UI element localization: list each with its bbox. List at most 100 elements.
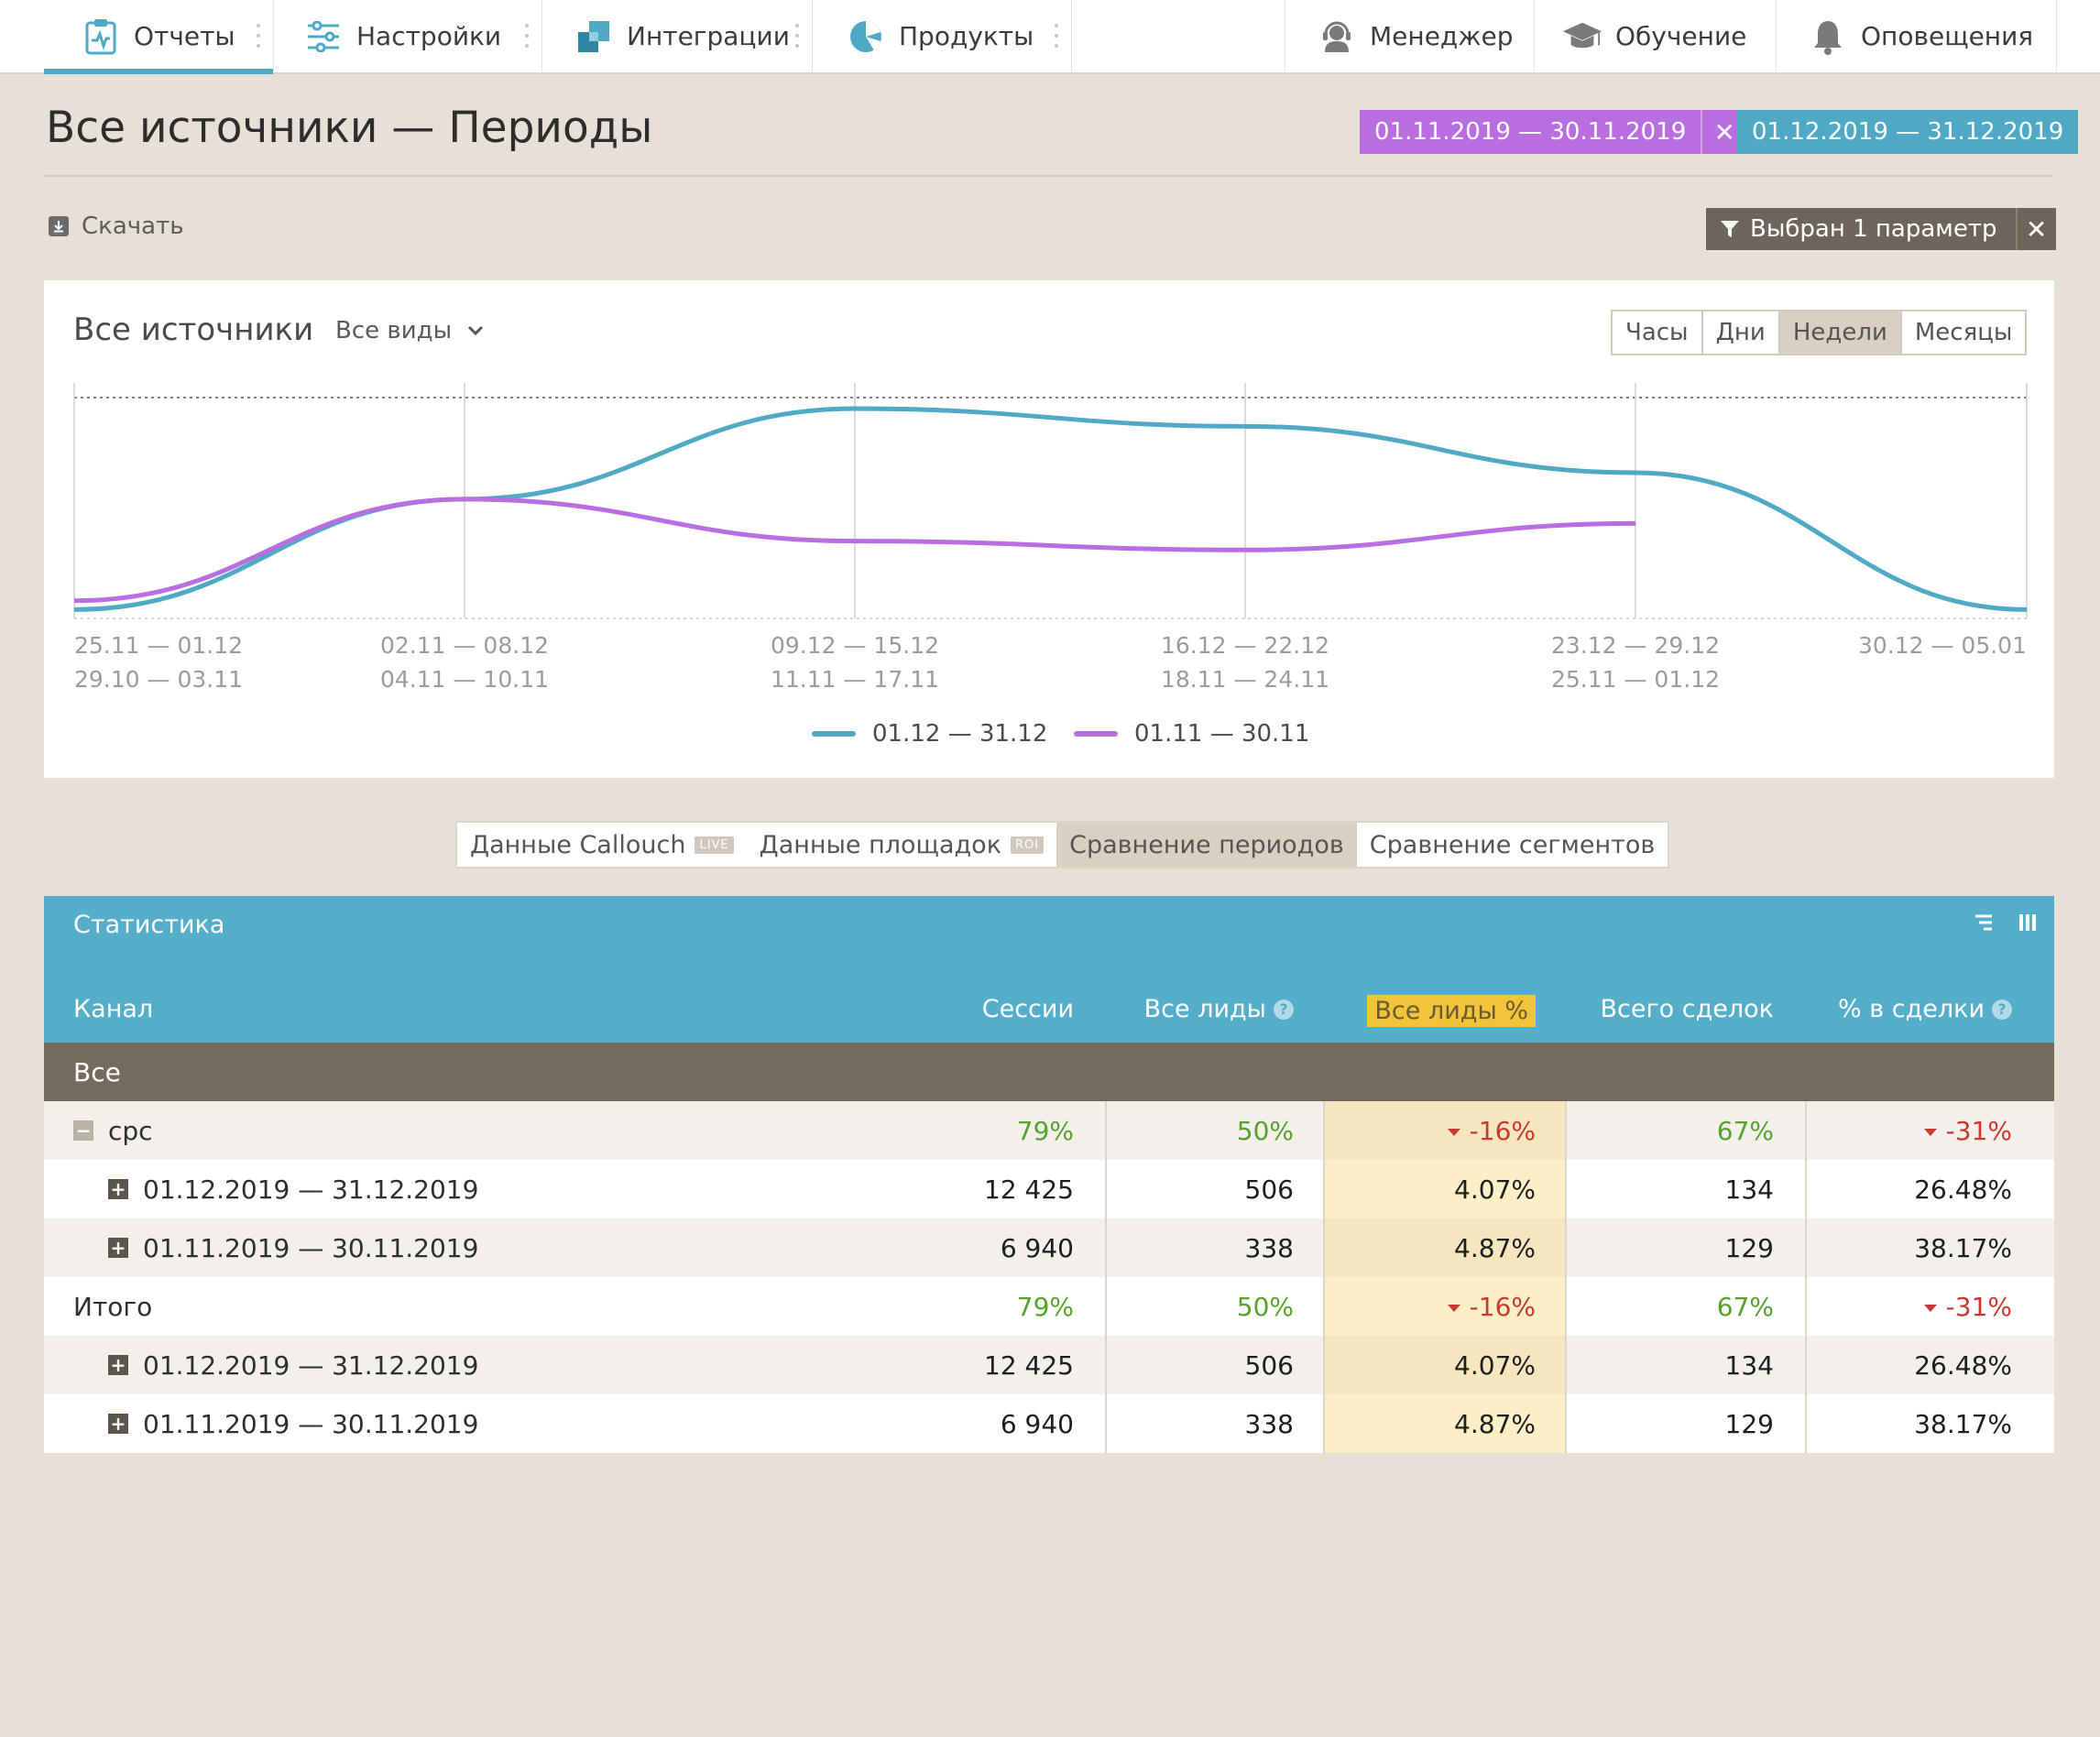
nav-manager[interactable]: Менеджер bbox=[1285, 0, 1534, 72]
nav-settings-more-icon[interactable] bbox=[525, 24, 529, 48]
cell-value: 4.07% bbox=[1454, 1349, 1536, 1381]
sort-icon[interactable] bbox=[1974, 912, 1994, 933]
help-icon[interactable]: ? bbox=[1992, 999, 2012, 1020]
table-group-row[interactable]: − cpc 79% 50% -16% 67% -31% bbox=[44, 1101, 2054, 1160]
granularity-months[interactable]: Месяцы bbox=[1901, 311, 2026, 354]
page-title: Все источники — Периоды bbox=[46, 103, 653, 153]
sessions-cell: 6 940 bbox=[1001, 1394, 1074, 1453]
nav-notifications[interactable]: Оповещения bbox=[1777, 0, 2056, 72]
row-background bbox=[44, 1101, 1323, 1160]
granularity-weeks[interactable]: Недели bbox=[1779, 311, 1902, 354]
deal-percent-cell: -31% bbox=[1924, 1277, 2012, 1336]
cell-value: 129 bbox=[1724, 1408, 1774, 1439]
help-icon[interactable]: ? bbox=[1274, 999, 1294, 1020]
tab-platform-data[interactable]: Данные площадок ROI bbox=[747, 823, 1056, 867]
x-axis-tick-label: 02.11 — 08.12 04.11 — 10.11 bbox=[355, 632, 574, 693]
cell-value: 506 bbox=[1244, 1349, 1294, 1381]
nav-divider bbox=[1534, 0, 1535, 73]
filter-icon bbox=[1721, 221, 1739, 237]
stats-title: Статистика bbox=[73, 911, 225, 939]
deal-percent-cell: 26.48% bbox=[1914, 1336, 2012, 1394]
cell-value: 4.87% bbox=[1454, 1232, 1536, 1263]
tab-segment-comparison[interactable]: Сравнение сегментов bbox=[1357, 823, 1668, 867]
period-badge-a[interactable]: 01.11.2019 — 30.11.2019 ✕ bbox=[1360, 110, 1747, 154]
collapse-icon[interactable]: − bbox=[73, 1120, 93, 1141]
expand-icon[interactable]: + bbox=[108, 1179, 128, 1199]
column-divider bbox=[1323, 1101, 1325, 1453]
nav-divider bbox=[2056, 0, 2057, 73]
sessions-cell: 12 425 bbox=[984, 1336, 1074, 1394]
highlighted-column-band bbox=[1323, 1101, 1565, 1453]
cell-value: 26.48% bbox=[1914, 1349, 2012, 1381]
channel-name: Все bbox=[73, 1056, 121, 1087]
nav-integrations[interactable]: Интеграции bbox=[542, 0, 812, 72]
table-total-row[interactable]: Все bbox=[44, 1043, 2054, 1101]
nav-divider bbox=[273, 0, 274, 73]
live-badge: LIVE bbox=[695, 836, 734, 854]
tab-label: Данные площадок bbox=[759, 830, 1001, 859]
channel-cell: − cpc bbox=[73, 1101, 153, 1160]
expand-icon[interactable]: + bbox=[108, 1355, 128, 1375]
cell-value: 67% bbox=[1716, 1115, 1774, 1146]
filter-badge[interactable]: Выбран 1 параметр ✕ bbox=[1706, 208, 2056, 250]
channel-name: 01.11.2019 — 30.11.2019 bbox=[143, 1232, 479, 1263]
expand-icon[interactable]: + bbox=[108, 1238, 128, 1258]
nav-products-more-icon[interactable] bbox=[1055, 24, 1058, 48]
leads-percent-cell: 4.87% bbox=[1454, 1394, 1536, 1453]
sessions-cell: 79% bbox=[1017, 1277, 1074, 1336]
legend-label: 01.11 — 30.11 bbox=[1134, 720, 1310, 748]
column-header-leads-percent[interactable]: Все лиды % bbox=[1367, 995, 1536, 1027]
x-axis-tick-label-current: 23.12 — 29.12 bbox=[1550, 632, 1721, 659]
column-header-sessions[interactable]: Сессии bbox=[981, 995, 1074, 1023]
nav-integrations-more-icon[interactable] bbox=[795, 24, 799, 48]
deal-percent-cell: -31% bbox=[1924, 1101, 2012, 1160]
table-row[interactable]: +01.11.2019 — 30.11.2019 6 940 338 4.87% 129… bbox=[44, 1394, 2054, 1453]
chevron-down-icon bbox=[468, 325, 484, 336]
tab-callouch-data[interactable]: Данные Callouch LIVE bbox=[457, 823, 747, 867]
legend-item-period-b[interactable]: 01.12 — 31.12 bbox=[812, 720, 1047, 748]
table-row[interactable]: +01.11.2019 — 30.11.2019 6 940 338 4.87% 129… bbox=[44, 1218, 2054, 1277]
channel-cell: +01.11.2019 — 30.11.2019 bbox=[108, 1218, 478, 1277]
row-background bbox=[1565, 1394, 2054, 1453]
nav-divider bbox=[1776, 0, 1777, 73]
line-chart bbox=[73, 383, 2028, 619]
granularity-days[interactable]: Дни bbox=[1702, 311, 1780, 354]
granularity-hours[interactable]: Часы bbox=[1613, 311, 1703, 354]
row-background bbox=[44, 1277, 1323, 1336]
leads-cell: 50% bbox=[1237, 1277, 1294, 1336]
nav-products-label: Продукты bbox=[899, 21, 1034, 51]
column-header-deal-percent[interactable]: % в сделки? bbox=[1838, 995, 2012, 1023]
nav-reports-more-icon[interactable] bbox=[257, 24, 260, 48]
column-divider bbox=[1805, 1101, 1807, 1453]
nav-reports[interactable]: Отчеты bbox=[44, 0, 273, 74]
column-header-deals[interactable]: Всего сделок bbox=[1600, 995, 1774, 1023]
x-axis-tick-label-previous: 11.11 — 17.11 bbox=[770, 666, 940, 693]
column-header-leads[interactable]: Все лиды? bbox=[1144, 995, 1294, 1023]
clear-filter-icon[interactable]: ✕ bbox=[2015, 208, 2056, 250]
nav-settings[interactable]: Настройки bbox=[274, 0, 541, 72]
nav-learning[interactable]: Обучение bbox=[1535, 0, 1776, 72]
remove-period-a-icon[interactable]: ✕ bbox=[1701, 110, 1746, 154]
download-button[interactable]: Скачать bbox=[49, 213, 184, 240]
legend-item-period-a[interactable]: 01.11 — 30.11 bbox=[1074, 720, 1309, 748]
expand-icon[interactable]: + bbox=[108, 1414, 128, 1434]
channel-name: 01.12.2019 — 31.12.2019 bbox=[143, 1174, 479, 1205]
table-row[interactable]: +01.12.2019 — 31.12.2019 12 425 506 4.07% 13… bbox=[44, 1160, 2054, 1218]
channel-name: 01.12.2019 — 31.12.2019 bbox=[143, 1349, 479, 1381]
column-header-channel[interactable]: Канал bbox=[73, 995, 154, 1023]
view-select[interactable]: Все виды bbox=[335, 317, 485, 344]
table-group-row[interactable]: Итого 79% 50% -16% 67% -31% bbox=[44, 1277, 2054, 1336]
column-divider bbox=[1565, 1101, 1567, 1453]
stats-header: Статистика Канал Сессии Все лиды? Все ли… bbox=[44, 896, 2054, 1043]
report-tabs: Данные Callouch LIVE Данные площадок ROI… bbox=[455, 821, 1670, 868]
deals-cell: 67% bbox=[1717, 1101, 1774, 1160]
pie-chart-icon bbox=[846, 16, 886, 57]
table-row[interactable]: +01.12.2019 — 31.12.2019 12 425 506 4.07% 13… bbox=[44, 1336, 2054, 1394]
deals-cell: 134 bbox=[1725, 1160, 1774, 1218]
tab-period-comparison[interactable]: Сравнение периодов bbox=[1056, 823, 1357, 867]
period-badge-b[interactable]: 01.12.2019 — 31.12.2019 bbox=[1737, 110, 2079, 154]
channel-cell: Итого bbox=[73, 1277, 152, 1336]
nav-products[interactable]: Продукты bbox=[813, 0, 1071, 72]
x-axis-tick-label-current: 02.11 — 08.12 bbox=[379, 632, 550, 659]
columns-icon[interactable] bbox=[2018, 912, 2038, 933]
